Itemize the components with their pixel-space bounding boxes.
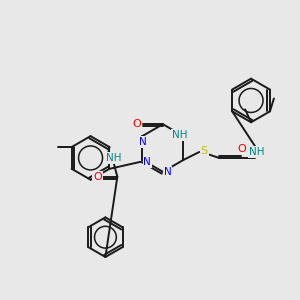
Text: S: S bbox=[201, 146, 208, 156]
Text: N: N bbox=[140, 137, 147, 147]
Text: O: O bbox=[133, 119, 142, 129]
Text: NH: NH bbox=[172, 130, 187, 140]
Text: N: N bbox=[143, 157, 151, 167]
Text: NH: NH bbox=[106, 153, 121, 163]
Text: O: O bbox=[93, 172, 102, 182]
Text: N: N bbox=[164, 167, 172, 177]
Text: O: O bbox=[238, 144, 246, 154]
Text: NH: NH bbox=[249, 147, 265, 157]
